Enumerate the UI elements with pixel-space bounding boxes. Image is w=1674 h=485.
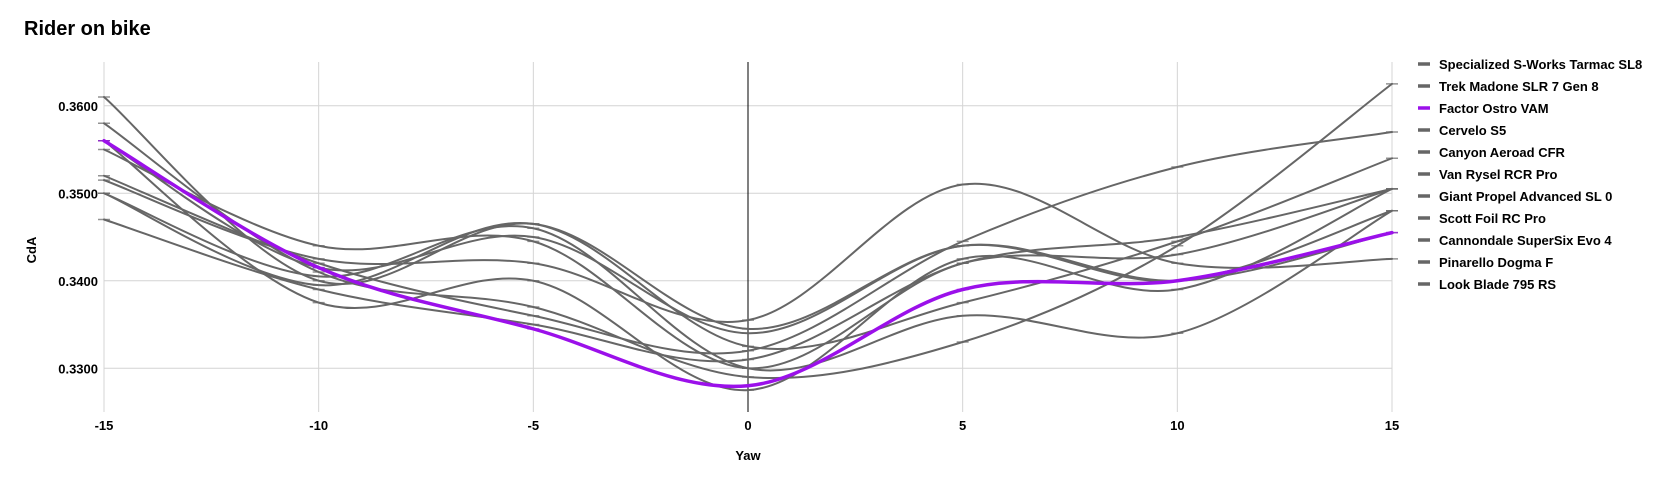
x-tick-label: 0 — [744, 418, 751, 433]
y-axis-title: CdA — [24, 236, 39, 263]
x-axis-title: Yaw — [735, 448, 761, 463]
legend-item-label[interactable]: Look Blade 795 RS — [1439, 277, 1556, 292]
x-tick-label: -5 — [528, 418, 540, 433]
x-tick-label: 5 — [959, 418, 966, 433]
legend-item-label[interactable]: Cervelo S5 — [1439, 123, 1506, 138]
legend-item-label[interactable]: Van Rysel RCR Pro — [1439, 167, 1558, 182]
y-tick-label: 0.3400 — [58, 274, 98, 289]
x-tick-label: -10 — [309, 418, 328, 433]
x-tick-label: -15 — [95, 418, 114, 433]
legend-item-label[interactable]: Trek Madone SLR 7 Gen 8 — [1439, 79, 1599, 94]
series-lines — [98, 82, 1398, 392]
legend-item-label[interactable]: Cannondale SuperSix Evo 4 — [1439, 233, 1612, 248]
y-tick-label: 0.3500 — [58, 186, 98, 201]
tick-labels: -15 -10 -5 0 5 10 15 0.3300 0.3400 0.3500 0.3600 — [58, 99, 1399, 433]
legend-item-label[interactable]: Giant Propel Advanced SL 0 — [1439, 189, 1612, 204]
legend-item-label[interactable]: Canyon Aeroad CFR — [1439, 145, 1566, 160]
y-tick-label: 0.3600 — [58, 99, 98, 114]
legend: Specialized S-Works Tarmac SL8 Trek Madon… — [1418, 57, 1642, 292]
legend-item-label[interactable]: Specialized S-Works Tarmac SL8 — [1439, 57, 1642, 72]
x-tick-label: 15 — [1385, 418, 1399, 433]
legend-item-label[interactable]: Factor Ostro VAM — [1439, 101, 1549, 116]
x-tick-label: 10 — [1170, 418, 1184, 433]
legend-item-label[interactable]: Scott Foil RC Pro — [1439, 211, 1546, 226]
y-tick-label: 0.3300 — [58, 361, 98, 376]
legend-item-label[interactable]: Pinarello Dogma F — [1439, 255, 1553, 270]
chart-title: Rider on bike — [24, 18, 151, 40]
